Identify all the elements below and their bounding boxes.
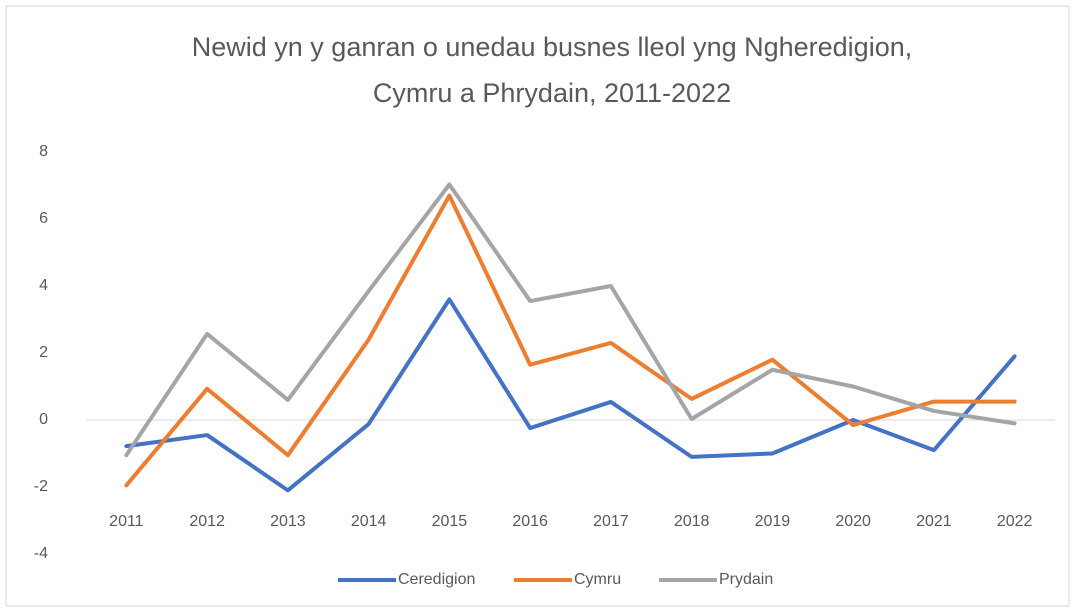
- legend-label: Cymru: [574, 571, 621, 588]
- x-tick-label: 2018: [674, 513, 710, 530]
- y-tick-label: 0: [39, 411, 48, 428]
- x-tick-label: 2020: [835, 513, 871, 530]
- y-tick-label: 8: [39, 143, 48, 160]
- x-tick-label: 2014: [351, 513, 387, 530]
- series-line: [124, 182, 1017, 458]
- legend-label: Prydain: [719, 571, 773, 588]
- y-tick-label: 2: [39, 344, 48, 361]
- y-tick-label: -2: [34, 478, 48, 495]
- x-tick-label: 2013: [270, 513, 306, 530]
- chart-title: Newid yn y ganran o unedau busnes lleol …: [192, 32, 912, 62]
- x-tick-label: 2022: [997, 513, 1033, 530]
- x-tick-label: 2016: [512, 513, 548, 530]
- x-tick-label: 2011: [109, 513, 144, 530]
- x-tick-label: 2015: [432, 513, 468, 530]
- chart-title: Cymru a Phrydain, 2011-2022: [373, 78, 731, 108]
- x-tick-label: 2012: [189, 513, 225, 530]
- x-tick-label: 2019: [755, 513, 791, 530]
- y-tick-label: 4: [39, 277, 48, 294]
- series-line: [124, 193, 1017, 488]
- legend-label: Ceredigion: [398, 571, 475, 588]
- x-tick-label: 2017: [593, 513, 629, 530]
- y-tick-label: 6: [39, 210, 48, 227]
- series-line: [124, 297, 1017, 493]
- x-tick-label: 2021: [916, 513, 952, 530]
- y-tick-label: -4: [34, 545, 48, 562]
- chart-area: [5, 5, 1070, 607]
